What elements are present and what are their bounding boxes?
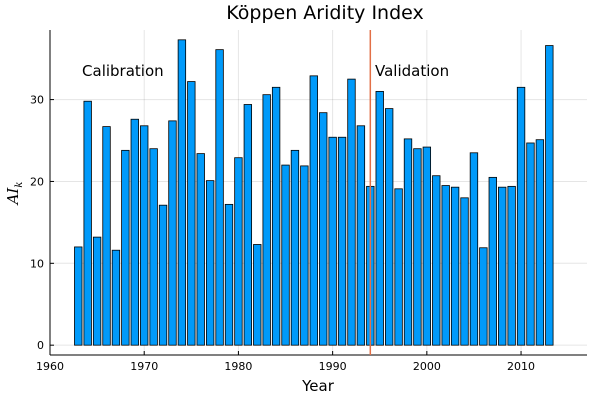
bar <box>488 176 497 346</box>
bar <box>337 136 347 346</box>
y-ticks: 0 10 20 30 <box>30 94 54 352</box>
bar <box>441 185 450 346</box>
bar <box>450 186 460 346</box>
bar <box>224 203 234 346</box>
x-tick-label: 1960 <box>36 360 64 373</box>
bar <box>319 112 328 346</box>
y-axis-label: AIk <box>4 182 25 207</box>
bar <box>74 246 83 346</box>
bar <box>243 104 253 346</box>
bar <box>253 244 262 346</box>
y-axis-label-main: AI <box>4 187 22 207</box>
bar <box>158 204 168 346</box>
bar <box>479 247 488 346</box>
bar <box>83 100 92 346</box>
bar <box>102 126 111 346</box>
bar <box>196 153 205 346</box>
bar-series <box>74 39 554 346</box>
bar <box>460 197 469 346</box>
axes <box>49 30 587 356</box>
bar <box>111 249 121 346</box>
bar <box>281 164 290 346</box>
bar <box>498 186 507 346</box>
bar <box>121 149 130 346</box>
annotation-label: Validation <box>375 62 449 80</box>
bar <box>403 138 413 346</box>
bar <box>516 86 526 346</box>
bar <box>432 175 441 346</box>
bar <box>469 152 479 346</box>
x-tick-label: 2000 <box>413 360 441 373</box>
bar <box>205 180 215 346</box>
x-tick-label: 1970 <box>130 360 158 373</box>
x-tick-label: 2010 <box>507 360 535 373</box>
bar <box>422 146 432 346</box>
bar <box>290 149 300 346</box>
bar <box>413 148 422 346</box>
x-tick-label: 1990 <box>319 360 347 373</box>
y-tick-label: 10 <box>30 257 44 270</box>
y-tick-label: 0 <box>37 339 44 352</box>
bar <box>215 49 224 346</box>
bar <box>168 120 177 346</box>
bar <box>187 81 196 346</box>
x-ticks: 1960 1970 1980 1990 2000 2010 <box>36 351 535 373</box>
bar <box>234 157 243 346</box>
bar <box>140 125 149 346</box>
annotation-label: Calibration <box>82 62 164 80</box>
annotations: Calibration Validation <box>82 62 449 80</box>
bar <box>130 118 139 346</box>
chart-title: Köppen Aridity Index <box>226 2 424 24</box>
bar <box>394 188 403 346</box>
bar <box>262 94 271 346</box>
bar <box>545 45 554 346</box>
bar <box>328 136 337 346</box>
bar <box>300 165 309 346</box>
y-tick-label: 30 <box>30 94 44 107</box>
bar <box>507 185 516 346</box>
bar <box>347 78 356 346</box>
bar <box>92 236 102 346</box>
bar <box>375 90 384 346</box>
bar <box>149 148 158 346</box>
bar <box>526 142 535 346</box>
bar <box>177 39 187 346</box>
x-tick-label: 1980 <box>224 360 252 373</box>
y-axis-label-sub: k <box>14 182 25 188</box>
bar <box>384 108 394 346</box>
x-axis-label: Year <box>301 377 335 395</box>
bar <box>309 75 318 346</box>
svg-text:AIk: AIk <box>4 182 25 207</box>
y-tick-label: 20 <box>30 175 44 188</box>
bar <box>535 139 545 346</box>
bar <box>356 125 366 346</box>
bar <box>271 86 281 346</box>
